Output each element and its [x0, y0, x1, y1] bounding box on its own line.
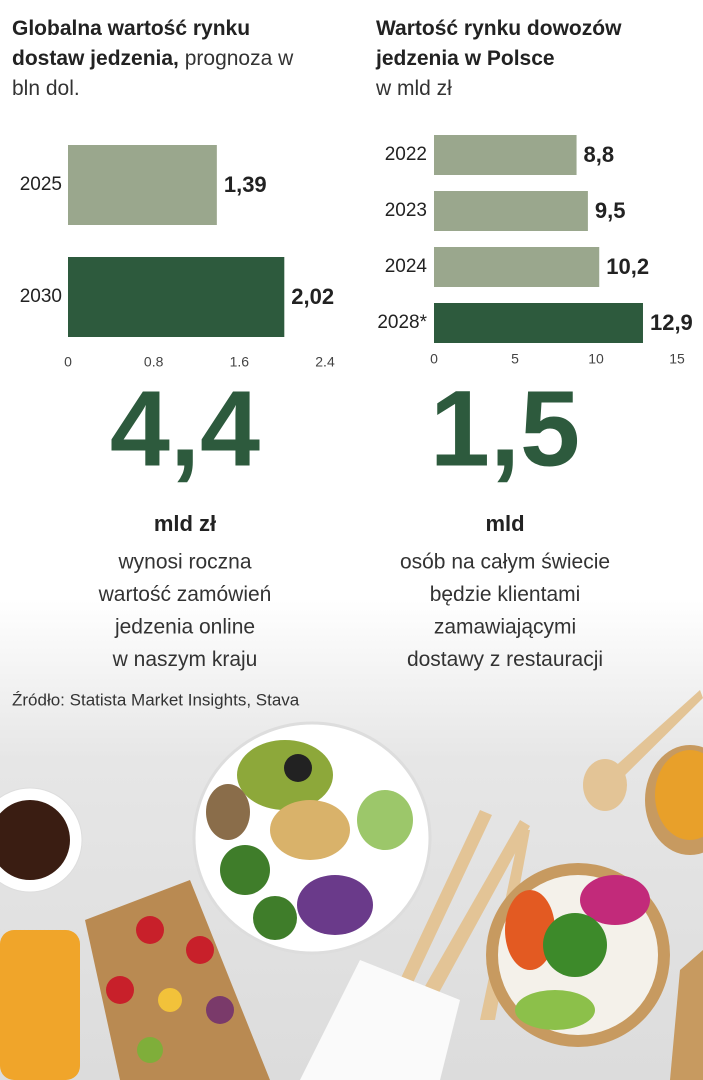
stat-description: zamawiającymi [434, 616, 576, 639]
x-tick-label: 5 [511, 351, 519, 367]
big-number: 1,5 [430, 368, 580, 489]
x-tick-label: 2.4 [315, 354, 335, 370]
stat-description: w naszym kraju [112, 648, 258, 671]
food-photo [0, 690, 703, 1080]
x-tick-label: 0.8 [144, 354, 164, 370]
stat-unit: mld [485, 511, 524, 536]
value-label: 2,02 [291, 284, 334, 309]
x-tick-label: 0 [64, 354, 72, 370]
value-label: 1,39 [224, 172, 267, 197]
title-text: Wartość rynku dowozów jedzenia w Polsce [376, 17, 622, 70]
category-label: 2023 [385, 200, 427, 221]
x-tick-label: 0 [430, 351, 438, 367]
value-label: 12,9 [650, 310, 693, 335]
stat-description: wartość zamówień [98, 583, 272, 606]
value-label: 8,8 [584, 142, 615, 167]
x-tick-label: 15 [669, 351, 685, 367]
category-label: 2022 [385, 144, 427, 165]
stat-description: wynosi roczna [117, 551, 251, 574]
x-tick-label: 10 [588, 351, 604, 367]
bar [434, 247, 600, 287]
big-number: 4,4 [110, 368, 260, 489]
bar [434, 191, 588, 231]
category-label: 2024 [385, 256, 428, 277]
stat-description: jedzenia online [114, 616, 255, 639]
subtitle: prognoza w bln dol. [12, 47, 294, 100]
category-label: 2025 [20, 174, 62, 195]
stat-description: dostawy z restauracji [407, 648, 603, 671]
bar [68, 145, 217, 225]
stat-description: osób na całym świecie [400, 551, 610, 574]
bar [434, 135, 577, 175]
stat-unit: mld zł [154, 511, 216, 536]
chart-title: Wartość rynku dowozów jedzenia w Polsce … [376, 14, 676, 104]
category-label: 2028* [377, 312, 427, 333]
category-label: 2030 [20, 286, 62, 307]
source: Źródło: Statista Market Insights, Stava [12, 690, 300, 709]
title-text: Globalna wartość rynku dostaw jedzenia, [12, 17, 251, 70]
stat-description: będzie klientami [430, 583, 581, 606]
x-tick-label: 1.6 [230, 354, 250, 370]
value-label: 10,2 [606, 254, 649, 279]
bar [68, 257, 285, 337]
bar [434, 303, 643, 343]
chart-title: Globalna wartość rynku dostaw jedzenia, … [12, 14, 322, 104]
value-label: 9,5 [595, 198, 626, 223]
subtitle: w mld zł [376, 77, 452, 100]
